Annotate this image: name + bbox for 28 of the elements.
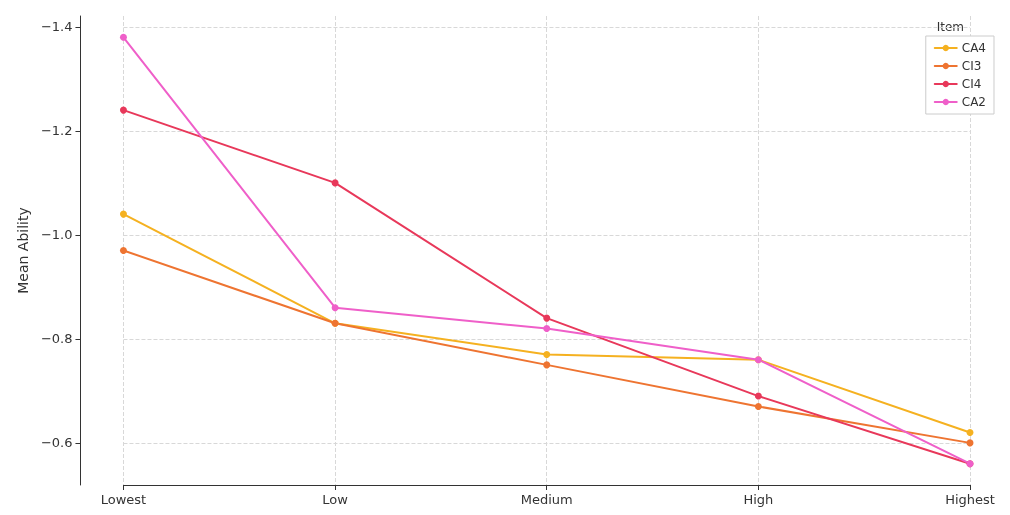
point [119,247,127,254]
y-tick-label: −0.6 [40,435,73,451]
point [119,33,127,41]
point [543,324,551,332]
point [754,402,762,410]
legend-label: CI3 [961,59,982,73]
point [331,179,339,187]
legend-label: CA2 [961,95,987,109]
y-tick-label: −1.2 [40,123,73,139]
x-tick-label: Lowest [100,492,147,507]
y-tick-label: −0.8 [40,331,73,347]
x-tick-label: High [743,492,774,507]
x-tick-label: Low [322,492,349,507]
point [543,361,551,369]
point [754,392,762,400]
y-tick-label: −1.4 [40,19,73,35]
point [966,428,974,436]
legend-label: CI4 [961,77,982,91]
x-tick-label: Highest [945,492,995,507]
point [119,210,127,218]
point [543,350,551,358]
x-tick-label: Medium [520,492,573,507]
legend-label: CA4 [961,41,987,55]
y-tick-label: −1.0 [40,227,73,243]
point [119,106,127,114]
point [331,304,339,312]
y-axis-title: Mean Ability [15,207,31,294]
point [543,314,551,322]
